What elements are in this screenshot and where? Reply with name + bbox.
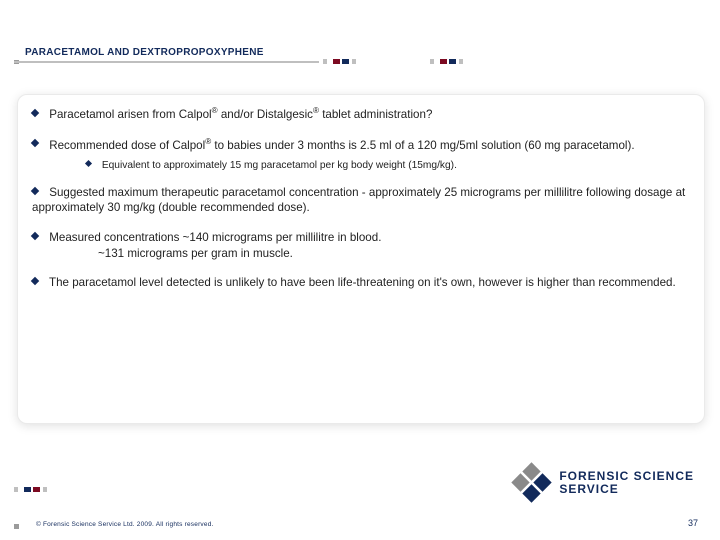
- bullet-2: Recommended dose of Calpol® to babies un…: [32, 137, 690, 154]
- bullet-marker-icon: [85, 160, 92, 167]
- bullet-2-text-a: Recommended dose of Calpol: [49, 138, 205, 151]
- copyright-text: © Forensic Science Service Ltd. 2009. Al…: [36, 521, 214, 528]
- bullet-1: Paracetamol arisen from Calpol® and/or D…: [32, 106, 690, 123]
- bullet-4: Measured concentrations ~140 micrograms …: [32, 230, 690, 261]
- bullet-marker-icon: [31, 232, 39, 240]
- slide-title: PARACETAMOL AND DEXTROPROPOXYPHENE: [25, 47, 264, 58]
- bullet-3-text: Suggested maximum therapeutic paracetamo…: [32, 186, 685, 215]
- bullet-1-text-c: tablet administration?: [319, 108, 432, 121]
- bullet-4-text-a: Measured concentrations ~140 micrograms …: [49, 231, 381, 244]
- bullet-marker-icon: [31, 139, 39, 147]
- logo-line-2: SERVICE: [559, 483, 694, 496]
- bullet-5-text: The paracetamol level detected is unlike…: [49, 276, 676, 289]
- bullet-3: Suggested maximum therapeutic paracetamo…: [32, 185, 690, 216]
- header-underline: [14, 61, 319, 63]
- footer-tick: [14, 524, 19, 529]
- bullet-4-text-b: ~131 micrograms per gram in muscle.: [98, 247, 293, 260]
- content-body: Paracetamol arisen from Calpol® and/or D…: [32, 106, 690, 291]
- bullet-1-text-a: Paracetamol arisen from Calpol: [49, 108, 211, 121]
- logo-text: FORENSIC SCIENCE SERVICE: [559, 470, 694, 496]
- slide: PARACETAMOL AND DEXTROPROPOXYPHENE Parac…: [0, 0, 720, 540]
- brand-logo: FORENSIC SCIENCE SERVICE: [515, 466, 694, 500]
- sub-bullet-1: Equivalent to approximately 15 mg parace…: [86, 159, 690, 173]
- page-number: 37: [688, 518, 698, 528]
- sub-bullet-1-text: Equivalent to approximately 15 mg parace…: [102, 160, 457, 171]
- bullet-1-text-b: and/or Distalgesic: [218, 108, 313, 121]
- bullet-2-text-b: to babies under 3 months is 2.5 ml of a …: [211, 138, 634, 151]
- bullet-5: The paracetamol level detected is unlike…: [32, 275, 690, 291]
- logo-mark-icon: [515, 466, 549, 500]
- bullet-marker-icon: [31, 187, 39, 195]
- bullet-marker-icon: [31, 109, 39, 117]
- bullet-marker-icon: [31, 277, 39, 285]
